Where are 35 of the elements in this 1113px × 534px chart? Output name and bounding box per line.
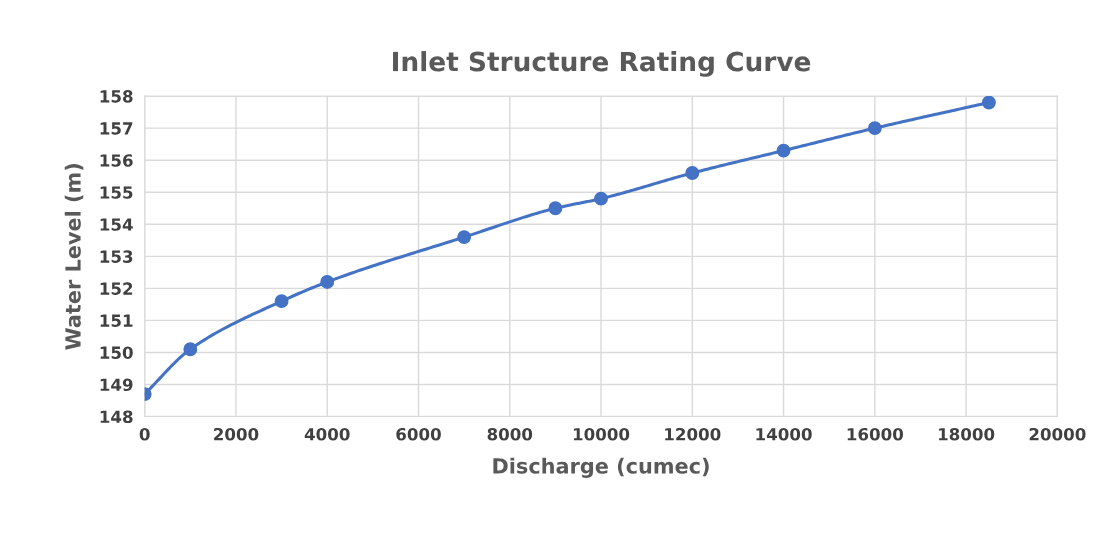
point	[548, 201, 563, 216]
x-tick-label: 2000	[214, 427, 259, 441]
point	[274, 294, 289, 309]
x-tick-label: 6000	[396, 427, 441, 441]
y-tick-label: 149	[100, 378, 133, 392]
y-tick-label: 150	[100, 346, 133, 360]
y-tick-label: 154	[100, 218, 133, 231]
x-tick-label: 8000	[487, 427, 533, 441]
x-axis-title: Discharge (cumec)	[493, 457, 709, 478]
x-tick-label: 4000	[304, 427, 350, 441]
point	[457, 230, 472, 245]
y-tick-label: 152	[100, 282, 133, 295]
point	[685, 166, 700, 180]
x-tick-label: 10000	[573, 427, 630, 441]
x-tick-label: 16000	[847, 427, 904, 441]
y-tick-label: 156	[100, 154, 133, 167]
point	[981, 96, 996, 110]
x-tick-label: 20000	[1029, 427, 1086, 441]
y-axis-title: Water Level (m)	[64, 164, 84, 350]
x-tick-label: 0	[139, 427, 150, 441]
point	[776, 143, 791, 158]
y-tick-label: 148	[100, 410, 133, 424]
point	[594, 191, 608, 206]
point	[867, 121, 882, 136]
x-tick-label: 12000	[665, 427, 721, 441]
y-tick-label: 153	[100, 250, 133, 263]
y-tick-label: 158	[100, 90, 133, 103]
point	[183, 342, 198, 357]
x-tick-label: 14000	[756, 427, 812, 441]
chart-title: Inlet Structure Rating Curve	[393, 51, 811, 77]
x-tick-label: 18000	[938, 427, 995, 441]
y-tick-label: 155	[100, 186, 133, 199]
y-tick-label: 151	[100, 314, 133, 327]
point	[320, 275, 335, 289]
y-tick-label: 157	[100, 122, 133, 135]
